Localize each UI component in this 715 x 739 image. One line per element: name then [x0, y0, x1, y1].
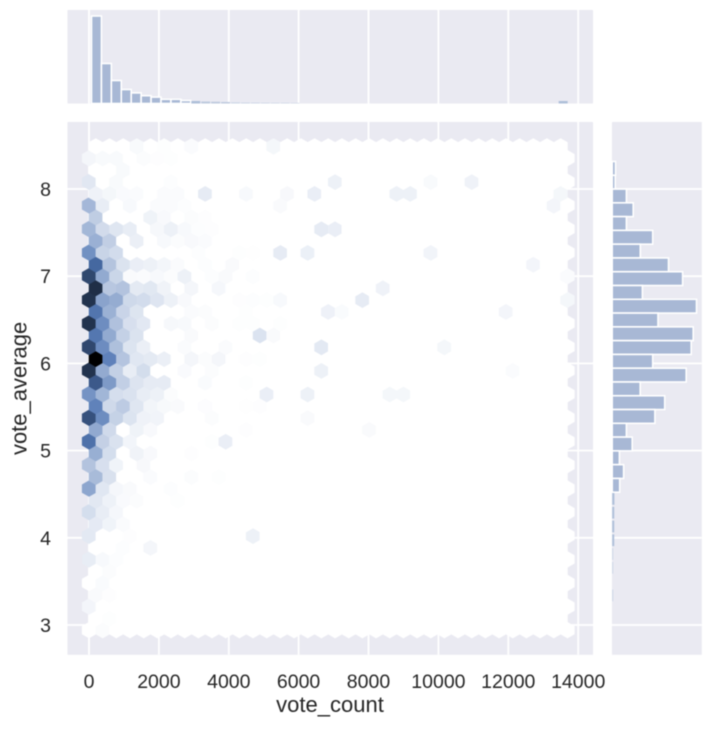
svg-text:12000: 12000 [481, 671, 535, 693]
svg-text:10000: 10000 [411, 671, 465, 693]
svg-text:8: 8 [40, 179, 51, 201]
svg-text:7: 7 [40, 266, 51, 288]
svg-text:14000: 14000 [551, 671, 605, 693]
svg-text:8000: 8000 [347, 671, 391, 693]
svg-text:0: 0 [84, 671, 95, 693]
svg-text:6000: 6000 [277, 671, 321, 693]
svg-text:vote_count: vote_count [276, 692, 384, 717]
svg-text:3: 3 [40, 615, 51, 637]
svg-text:5: 5 [40, 441, 51, 463]
svg-text:2000: 2000 [137, 671, 181, 693]
svg-text:vote_average: vote_average [7, 322, 32, 455]
svg-text:6: 6 [40, 353, 51, 375]
svg-text:4: 4 [40, 528, 51, 550]
svg-text:4000: 4000 [207, 671, 251, 693]
